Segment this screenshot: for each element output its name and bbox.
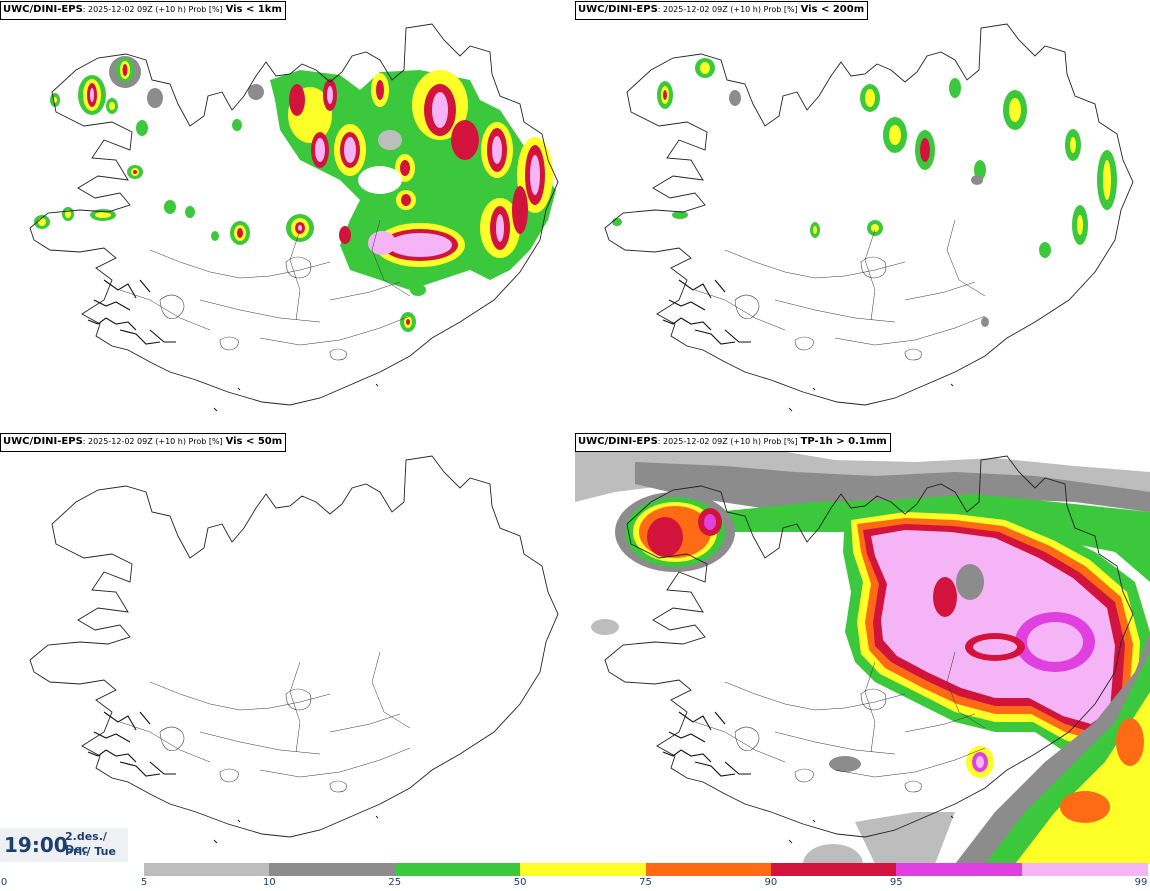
legend-swatch — [394, 863, 521, 876]
probability-shading — [575, 442, 1150, 864]
legend-tick-label: 5 — [140, 877, 148, 888]
legend-swatch — [269, 863, 396, 876]
valid-date: 2.des./ Dec — [65, 830, 107, 856]
legend-tick-label: 0 — [0, 877, 8, 888]
legend-tick-label: 25 — [388, 877, 402, 888]
legend-swatch — [144, 863, 270, 876]
valid-time-box: 19:00 2.des./ Dec Þri./ Tue — [0, 828, 128, 862]
legend-swatch — [520, 863, 646, 876]
iceland-map — [29, 23, 559, 412]
legend-tick-label: 95 — [889, 877, 903, 888]
map-panel-vis-1km: UWC/DINI-EPS: 2025-12-02 09Z (+10 h) Pro… — [0, 0, 575, 432]
panel-title: UWC/DINI-EPS: 2025-12-02 09Z (+10 h) Pro… — [575, 1, 869, 20]
map-panel-vis-50m: UWC/DINI-EPS: 2025-12-02 09Z (+10 h) Pro… — [0, 432, 575, 864]
legend-tick-label: 90 — [764, 877, 778, 888]
legend-tick-label: 50 — [513, 877, 527, 888]
iceland-map — [604, 23, 1134, 412]
valid-time: 19:00 — [4, 833, 68, 857]
iceland-map — [575, 442, 1150, 864]
legend-tick-label: 75 — [639, 877, 652, 888]
map-panel-vis-200m: UWC/DINI-EPS: 2025-12-02 09Z (+10 h) Pro… — [575, 0, 1150, 432]
panel-title: UWC/DINI-EPS: 2025-12-02 09Z (+10 h) Pro… — [0, 433, 287, 452]
panel-title: UWC/DINI-EPS: 2025-12-02 09Z (+10 h) Pro… — [575, 433, 891, 452]
legend-swatch — [770, 863, 897, 876]
panel-title: UWC/DINI-EPS: 2025-12-02 09Z (+10 h) Pro… — [0, 1, 286, 20]
legend-tick-label: 10 — [263, 877, 276, 888]
probability-shading — [612, 58, 1117, 327]
color-legend: 0 5 10 25 50 75 90 95 99 — [0, 863, 1150, 891]
legend-tick-label: 99 — [1134, 877, 1148, 888]
probability-shading — [34, 56, 556, 332]
iceland-map — [29, 455, 559, 844]
legend-swatch — [645, 863, 772, 876]
legend-swatch — [896, 863, 1023, 876]
map-panel-precip: UWC/DINI-EPS: 2025-12-02 09Z (+10 h) Pro… — [575, 432, 1150, 864]
legend-swatch — [1021, 863, 1148, 876]
valid-day: Þri./ Tue — [65, 845, 116, 858]
